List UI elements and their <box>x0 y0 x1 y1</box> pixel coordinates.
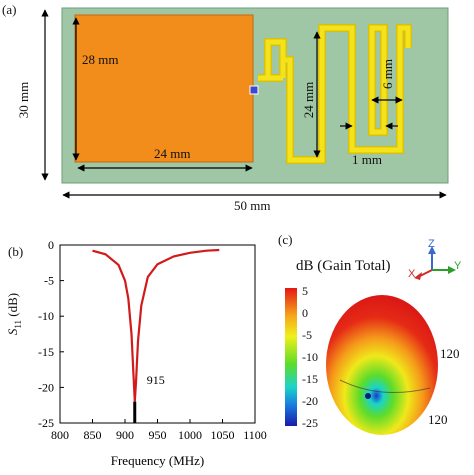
x-tick-label: 1100 <box>243 428 267 442</box>
annotation-915: 915 <box>147 373 165 387</box>
antenna-layout <box>41 7 449 199</box>
y-tick-label: -20 <box>38 380 54 394</box>
legend-title: dB (Gain Total) <box>296 258 391 274</box>
panel-c-label: (c) <box>278 232 293 247</box>
colorbar <box>285 288 297 426</box>
x-axis-label: Frequency (MHz) <box>111 453 205 468</box>
y-tick-label: 0 <box>48 238 54 252</box>
patch-width-label: 24 mm <box>154 146 191 161</box>
x-tick-label: 1050 <box>211 428 235 442</box>
x-tick-label: 900 <box>116 428 134 442</box>
colorbar-tick-label: -25 <box>302 416 318 430</box>
colorbar-tick-label: 5 <box>302 284 308 298</box>
feed-port <box>249 85 259 95</box>
x-tick-label: 800 <box>51 428 69 442</box>
panel-b-label: (b) <box>8 244 24 259</box>
ground-patch <box>74 14 254 163</box>
series-line <box>92 248 220 402</box>
plot-frame <box>59 244 256 424</box>
board-height-label: 30 mm <box>16 81 31 119</box>
patch-height-label: 28 mm <box>82 52 119 67</box>
x-axis-triad-label: X <box>408 268 416 280</box>
y-tick-label: -25 <box>38 416 54 430</box>
colorbar-tick-label: -15 <box>302 372 318 386</box>
colorbar-tick-label: -10 <box>302 350 318 364</box>
y-tick-label: -10 <box>38 309 54 323</box>
y-tick-label: -15 <box>38 345 54 359</box>
colorbar-tick-label: -5 <box>302 328 312 342</box>
meander-gap-label: 6 mm <box>380 59 395 89</box>
angle-label-bottom: 120 <box>428 412 448 427</box>
colorbar-tick-label: 0 <box>302 306 308 320</box>
z-axis-label: Z <box>428 238 435 250</box>
meander-height-label: 24 mm <box>301 81 316 119</box>
panel-a-label: (a) <box>2 2 17 17</box>
x-tick-label: 950 <box>149 428 167 442</box>
colorbar-tick-label: -20 <box>302 394 318 408</box>
y-axis-label: S11 (dB) <box>5 292 23 336</box>
gain-lobe <box>326 295 438 435</box>
angle-label-top: 120 <box>440 346 460 361</box>
board-width-label: 50 mm <box>234 198 271 213</box>
colorbar-ticks: 5 0 -5 -10 -15 -20 -25 <box>302 284 332 434</box>
trace-width-label: 1 mm <box>352 152 382 167</box>
radiation-pattern <box>285 246 456 435</box>
y-tick-label: -5 <box>44 274 54 288</box>
s11-chart: 800 850 900 950 1000 1050 1100 0 -5 -10 -15 -20 -25 9… <box>38 238 267 468</box>
x-tick-label: 850 <box>84 428 102 442</box>
y-axis-triad-label: Y <box>454 260 462 272</box>
x-tick-label: 1000 <box>178 428 202 442</box>
